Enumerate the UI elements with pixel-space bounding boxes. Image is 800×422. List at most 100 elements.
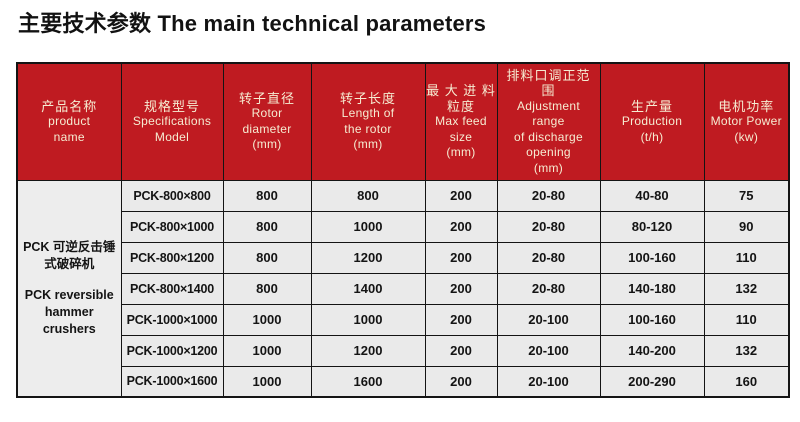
cell-production: 140-180 (599, 272, 705, 305)
table-row: PCK-1000×1600 1000 1600 200 20-100 200-290 160 (17, 365, 790, 398)
cell-adjustment: 20-80 (496, 272, 601, 305)
table-row: PCK-1000×1000 1000 1000 200 20-100 100-160 110 (17, 303, 790, 336)
cell-adjustment: 20-100 (496, 365, 601, 398)
column-header-line: 排料口调正范 (506, 67, 591, 83)
cell-adjustment: 20-100 (496, 303, 601, 336)
cell-production: 140-200 (599, 334, 705, 367)
table-row: PCK 可逆反击锤 式破碎机 PCK reversible hammer crusher… (16, 179, 790, 398)
column-header-line: (kw) (734, 129, 759, 144)
cell-production: 100-160 (599, 303, 705, 336)
cell-max-feed: 200 (424, 303, 498, 336)
column-header-line: Rotor (251, 106, 283, 121)
cell-model: PCK-800×1200 (120, 241, 224, 274)
column-header-line: 最 大 进 料 (426, 83, 496, 98)
cell-motor-power: 132 (703, 272, 790, 305)
cell-rotor-length: 1200 (310, 241, 426, 274)
cell-rotor-diameter: 1000 (222, 334, 312, 367)
column-header-line: Specifications (132, 114, 212, 128)
column-header-line: Length of (341, 106, 395, 121)
cell-model: PCK-1000×1000 (120, 303, 224, 336)
column-header-rotor-length: 转子长度 Length of the rotor (mm) (310, 62, 426, 181)
cell-motor-power: 132 (703, 334, 790, 367)
product-name-line: crushers (42, 321, 96, 336)
table-row: PCK-800×1400 800 1400 200 20-80 140-180 132 (17, 272, 790, 305)
product-name-line: 式破碎机 (44, 256, 95, 271)
cell-rotor-length: 1000 (310, 210, 426, 243)
cell-max-feed: 200 (424, 272, 498, 305)
column-header-line: 产品名称 (41, 98, 98, 114)
column-header-line: product (48, 114, 91, 128)
column-header-max-feed-size: 最 大 进 料粒度 Max feed size (mm) (424, 62, 498, 181)
cell-rotor-length: 800 (310, 179, 426, 212)
product-name-line: PCK 可逆反击锤 (23, 239, 116, 254)
cell-motor-power: 160 (703, 365, 790, 398)
cell-adjustment: 20-80 (496, 241, 601, 274)
table-row: PCK-1000×1200 1000 1200 200 20-100 140-200 132 (17, 334, 790, 367)
cell-production: 200-290 (599, 365, 705, 398)
cell-rotor-length: 1400 (310, 272, 426, 305)
cell-model: PCK-800×1400 (120, 272, 224, 305)
column-header-line: 粒度 (446, 98, 475, 114)
cell-rotor-diameter: 800 (222, 241, 312, 274)
table-row: PCK-800×1200 800 1200 200 20-80 100-160 110 (17, 241, 790, 274)
table-row: PCK-800×1000 800 1000 200 20-80 80-120 90 (17, 210, 790, 243)
cell-rotor-diameter: 800 (222, 272, 312, 305)
table-body: PCK 可逆反击锤 式破碎机 PCK reversible hammer crusher… (16, 179, 790, 398)
column-header-production: 生产量 Production (t/h) (599, 62, 705, 181)
cell-adjustment: 20-80 (496, 210, 601, 243)
column-header-line: (mm) (446, 145, 476, 159)
column-header-line: name (53, 129, 85, 144)
cell-adjustment: 20-80 (496, 179, 601, 212)
cell-max-feed: 200 (424, 365, 498, 398)
product-name-spacer (18, 273, 120, 287)
column-header-line: 转子长度 (339, 90, 396, 106)
cell-motor-power: 75 (703, 179, 790, 212)
cell-rotor-diameter: 1000 (222, 303, 312, 336)
cell-rotor-length: 1600 (310, 365, 426, 398)
column-header-line: size (449, 129, 473, 144)
technical-parameters-table: 产品名称 product name 规格型号 Specifications Model 转子… (16, 62, 790, 398)
column-header-line: 电机功率 (718, 98, 775, 114)
cell-max-feed: 200 (424, 210, 498, 243)
cell-motor-power: 90 (703, 210, 790, 243)
column-header-line: Max feed (435, 114, 487, 128)
cell-motor-power: 110 (703, 241, 790, 274)
cell-production: 100-160 (599, 241, 705, 274)
cell-adjustment: 20-100 (496, 334, 601, 367)
column-header-line: (mm) (353, 137, 383, 152)
column-header-line: (mm) (252, 137, 282, 152)
cell-max-feed: 200 (424, 179, 498, 212)
cell-production: 40-80 (599, 179, 705, 212)
cell-rotor-length: 1200 (310, 334, 426, 367)
column-header-line: of discharge (514, 129, 583, 144)
cell-model: PCK-800×800 (120, 179, 224, 212)
cell-motor-power: 110 (703, 303, 790, 336)
column-header-line: Model (154, 129, 190, 144)
cell-rotor-diameter: 800 (222, 210, 312, 243)
product-name-line: hammer (44, 304, 94, 319)
column-header-line: (t/h) (640, 129, 664, 144)
column-header-product-name: 产品名称 product name (16, 62, 122, 181)
table-header-row: 产品名称 product name 规格型号 Specifications Model 转子… (16, 62, 790, 181)
column-header-line: 规格型号 (143, 98, 200, 114)
column-header-line: Production (621, 114, 683, 128)
product-name-cell: PCK 可逆反击锤 式破碎机 PCK reversible hammer crusher… (16, 179, 122, 398)
cell-rotor-diameter: 800 (222, 179, 312, 212)
column-header-line: Motor Power (710, 114, 782, 128)
column-header-line: diameter (242, 121, 292, 136)
column-header-motor-power: 电机功率 Motor Power (kw) (703, 62, 790, 181)
cell-production: 80-120 (599, 210, 705, 243)
column-header-line: range (532, 114, 565, 128)
page-title: 主要技术参数 The main technical parameters (18, 11, 487, 36)
product-name-line: PCK reversible (24, 287, 114, 302)
column-header-line: 围 (541, 83, 556, 98)
column-header-line: 生产量 (630, 98, 673, 114)
column-header-adjustment-range: 排料口调正范围 Adjustment range of discharge openin… (496, 62, 601, 181)
column-header-line: Adjustment (516, 98, 581, 113)
column-header-model: 规格型号 Specifications Model (120, 62, 224, 181)
cell-model: PCK-800×1000 (120, 210, 224, 243)
cell-max-feed: 200 (424, 334, 498, 367)
cell-model: PCK-1000×1600 (120, 365, 224, 398)
column-header-line: (mm) (533, 160, 564, 175)
column-header-line: opening (526, 145, 571, 159)
